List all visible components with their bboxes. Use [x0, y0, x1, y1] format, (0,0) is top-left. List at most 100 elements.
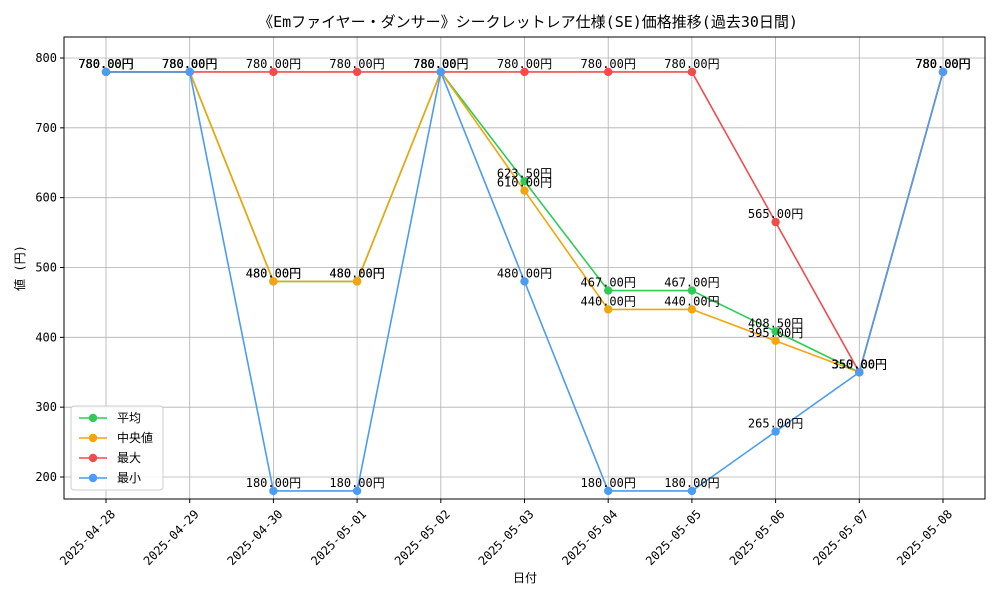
x-tick-label: 2025-05-04	[559, 507, 620, 568]
data-label: 440.00円	[664, 294, 719, 308]
data-point	[687, 305, 697, 314]
data-label: 480.00円	[329, 266, 384, 280]
data-label: 395.00円	[748, 326, 803, 340]
data-label: 780.00円	[78, 57, 133, 71]
data-point	[771, 327, 780, 336]
data-point	[436, 67, 445, 77]
data-point	[352, 67, 362, 77]
data-label: 780.00円	[78, 57, 133, 71]
data-labels: 780.00円 780.00円 480.00円 480.00円 780.00円 623.5…	[78, 57, 970, 490]
data-point	[269, 67, 278, 77]
y-tick-label: 700	[35, 121, 57, 135]
data-label: 610.00円	[497, 176, 552, 190]
data-label: 780.00円	[915, 57, 970, 71]
data-label: 408.50円	[748, 316, 803, 330]
legend-entry: 平均	[117, 411, 141, 425]
data-point	[520, 67, 529, 77]
data-label: 350.00円	[832, 357, 887, 371]
data-label: 780.00円	[664, 57, 719, 71]
data-point	[855, 368, 864, 377]
grid	[64, 37, 985, 499]
data-label: 565.00円	[748, 207, 803, 221]
legend-box	[70, 405, 164, 491]
x-tick-label: 2025-05-07	[810, 507, 871, 568]
data-label: 780.00円	[581, 57, 636, 71]
axes: 2025-04-28 2025-04-29 2025-04-30 2025-05-01…	[35, 51, 955, 568]
data-label: 780.00円	[915, 57, 970, 71]
data-label: 480.00円	[246, 266, 301, 280]
data-label: 780.00円	[497, 57, 552, 71]
data-label: 467.00円	[581, 276, 636, 290]
legend-entry: 中央値	[117, 430, 153, 445]
y-tick-label: 300	[35, 400, 57, 414]
data-label: 780.00円	[162, 57, 217, 71]
legend-swatch-marker	[88, 473, 98, 483]
data-label: 480.00円	[497, 266, 552, 280]
data-point	[687, 286, 697, 295]
data-label: 440.00円	[581, 294, 636, 308]
data-point	[185, 67, 194, 77]
data-label: 265.00円	[748, 417, 803, 431]
data-point	[604, 286, 613, 295]
data-point	[352, 277, 362, 286]
data-point	[520, 186, 529, 195]
data-label: 480.00円	[329, 266, 384, 280]
data-label: 780.00円	[329, 57, 384, 71]
x-tick-label: 2025-04-28	[57, 507, 118, 568]
data-label: 350.00円	[832, 357, 887, 371]
legend-entry: 最大	[117, 451, 141, 465]
x-tick-label: 2025-05-01	[308, 507, 369, 568]
y-tick-label: 600	[35, 191, 57, 205]
legend-swatch-marker	[88, 433, 98, 443]
x-tick-label: 2025-04-30	[224, 507, 285, 568]
data-label: 780.00円	[413, 57, 468, 71]
data-label: 780.00円	[162, 57, 217, 71]
x-tick-label: 2025-05-06	[727, 507, 788, 568]
data-point	[771, 217, 780, 227]
x-tick-label: 2025-05-03	[476, 507, 537, 568]
y-tick-label: 500	[35, 261, 57, 275]
data-label: 780.00円	[413, 57, 468, 71]
data-point	[604, 67, 613, 77]
legend-swatch-marker	[88, 413, 98, 423]
chart-title: 《Emファイヤー・ダンサー》シークレットレア仕様(SE)価格推移(過去30日間)	[258, 13, 798, 31]
y-tick-label: 800	[35, 51, 57, 65]
x-tick-label: 2025-05-05	[643, 507, 704, 568]
data-point	[520, 177, 529, 186]
data-label: 180.00円	[664, 476, 719, 490]
y-tick-label: 400	[35, 330, 57, 344]
data-point	[687, 486, 697, 496]
data-point	[101, 67, 111, 77]
x-axis-label: 日付	[513, 571, 537, 585]
x-tick-label: 2025-05-02	[392, 507, 453, 568]
data-label: 780.00円	[915, 57, 970, 71]
data-point	[604, 305, 613, 314]
data-label: 780.00円	[413, 57, 468, 71]
data-label: 780.00円	[246, 57, 301, 71]
data-point	[604, 486, 613, 496]
series-lines	[101, 67, 948, 496]
data-label: 467.00円	[664, 276, 719, 290]
data-label: 480.00円	[246, 266, 301, 280]
data-label: 180.00円	[329, 476, 384, 490]
data-point	[771, 427, 780, 436]
legend-entry: 最小	[117, 471, 141, 485]
x-tick-label: 2025-04-29	[141, 507, 202, 568]
data-point	[520, 277, 529, 286]
data-point	[771, 336, 780, 346]
legend-swatch-marker	[88, 453, 98, 463]
data-label: 180.00円	[246, 476, 301, 490]
data-label: 780.00円	[915, 57, 970, 71]
y-tick-label: 200	[35, 470, 57, 484]
data-point	[269, 486, 278, 496]
data-point	[269, 277, 278, 286]
data-label: 623.50円	[497, 166, 552, 180]
data-label: 780.00円	[78, 57, 133, 71]
data-label: 780.00円	[162, 57, 217, 71]
data-label: 350.00円	[832, 357, 887, 371]
data-point	[352, 486, 362, 496]
data-label: 180.00円	[581, 476, 636, 490]
data-label: 780.00円	[413, 57, 468, 71]
